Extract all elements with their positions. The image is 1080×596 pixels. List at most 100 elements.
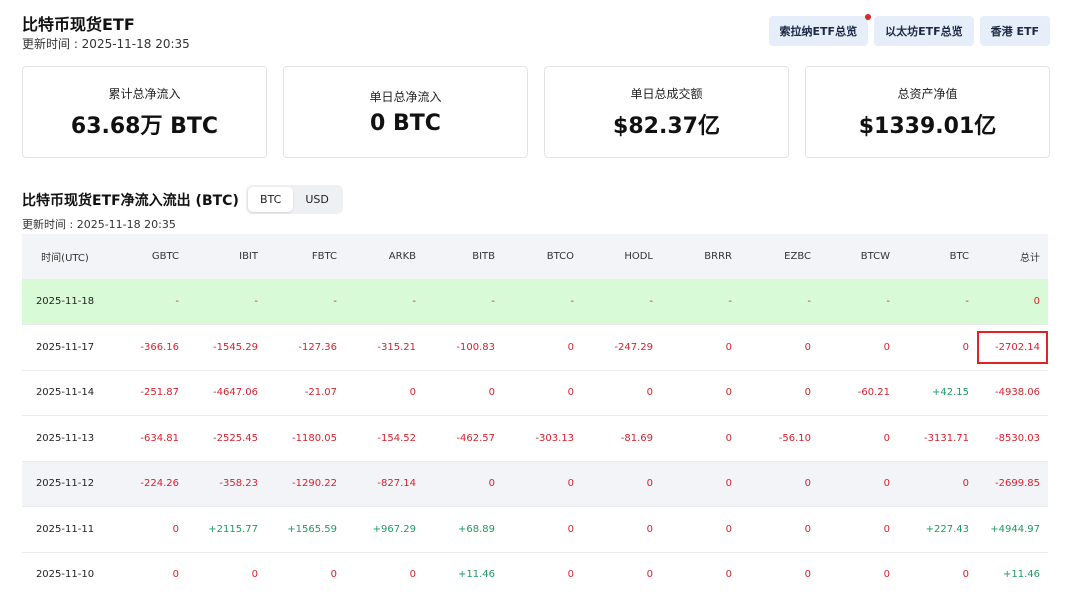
column-header: 总计 (977, 234, 1048, 279)
cell-value: +967.29 (372, 523, 416, 535)
cell-value: 2025-11-18 (35, 296, 95, 307)
cell-value: 2025-11-11 (35, 523, 95, 535)
flow-cell: -100.83 (424, 324, 503, 371)
etf-flows-table: 时间(UTC) GBTC IBIT FBTC ARKB BITB BTCO HODL BRRR E… (22, 234, 1048, 596)
cell-value: 0 (488, 387, 495, 399)
flow-cell: - (108, 279, 187, 325)
cell-value: 0 (567, 478, 574, 490)
highlighted-total-cell: -2702.14 (977, 330, 1048, 364)
stat-card-net-assets: 总资产净值 $1339.01亿 (805, 66, 1050, 158)
flow-cell: -1180.05 (266, 415, 345, 462)
flow-cell: 0 (187, 552, 266, 596)
flow-cell: 0 (582, 552, 661, 596)
unit-usd-button[interactable]: USD (305, 193, 329, 206)
page-title: 比特币现货ETF (22, 15, 135, 34)
cell-value: -1545.29 (213, 341, 258, 353)
flow-cell: 0 (661, 324, 740, 371)
eth-etf-label: 以太坊ETF总览 (885, 25, 963, 38)
cell-value: 2025-11-10 (35, 569, 95, 581)
flow-cell: - (187, 279, 266, 325)
cell-value: -251.87 (140, 387, 179, 399)
cell-value: -462.57 (456, 432, 495, 444)
cell-value: 0 (962, 478, 969, 490)
cell-value: 2025-11-17 (35, 341, 95, 353)
flow-cell: -2702.14 (977, 324, 1048, 371)
cell-value: -247.29 (614, 341, 653, 353)
flow-cell: 0 (266, 552, 345, 596)
cell-value: -60.21 (857, 387, 890, 399)
cell-value: -81.69 (620, 432, 653, 444)
flow-cell: 0 (345, 370, 424, 416)
stat-value: $1339.01亿 (858, 113, 997, 139)
table-row: 2025-11-14 -251.87 -4647.06 -21.07 0 0 0 0 0 0 -60… (22, 370, 1048, 416)
stat-label: 单日总成交额 (630, 86, 703, 101)
cell-value: -366.16 (140, 341, 179, 353)
date-cell: 2025-11-12 (22, 461, 108, 507)
notification-dot-icon (865, 14, 872, 20)
cell-value: 0 (883, 341, 890, 353)
flow-cell: 0 (108, 506, 187, 553)
cell-value: 0 (567, 341, 574, 353)
column-header: IBIT (187, 234, 266, 279)
cell-value: -827.14 (377, 478, 416, 490)
flow-cell: -4647.06 (187, 370, 266, 416)
flow-cell: 0 (661, 370, 740, 416)
flow-cell: 0 (661, 506, 740, 553)
cell-value: 0 (172, 569, 179, 581)
cell-value: 2025-11-14 (35, 387, 95, 399)
flows-update-time: 更新时间 : 2025-11-18 20:35 (22, 218, 176, 231)
table-row: 2025-11-10 0 0 0 0 +11.46 0 0 0 0 0 0 +11.46 (22, 552, 1048, 596)
table-header-row: 时间(UTC) GBTC IBIT FBTC ARKB BITB BTCO HODL BRRR E… (22, 234, 1048, 279)
column-header: BITB (424, 234, 503, 279)
stat-card-cumulative-inflow: 累计总净流入 63.68万 BTC (22, 66, 267, 158)
cell-value: -224.26 (140, 478, 179, 490)
cell-value: +11.46 (1002, 569, 1040, 581)
cell-value: +1565.59 (287, 523, 337, 535)
sol-etf-button[interactable]: 索拉纳ETF总览 (768, 14, 872, 46)
column-header: HODL (582, 234, 661, 279)
date-cell: 2025-11-17 (22, 324, 108, 371)
table-row: 2025-11-17 -366.16 -1545.29 -127.36 -315.21 -… (22, 324, 1048, 371)
flow-cell: +11.46 (977, 552, 1048, 596)
cell-value: 0 (646, 478, 653, 490)
flow-cell: -462.57 (424, 415, 503, 462)
cell-value: - (728, 296, 732, 307)
cell-value: 0 (883, 569, 890, 581)
unit-btc-button[interactable]: BTC (248, 187, 294, 212)
flow-cell: - (266, 279, 345, 325)
sol-etf-label: 索拉纳ETF总览 (779, 25, 858, 38)
column-header: EZBC (740, 234, 819, 279)
cell-value: -4647.06 (213, 387, 258, 399)
flow-cell: 0 (740, 324, 819, 371)
column-header: BTCW (819, 234, 898, 279)
cell-value: 0 (804, 341, 811, 353)
table-row: 2025-11-11 0 +2115.77 +1565.59 +967.29 +68.89… (22, 506, 1048, 553)
stat-card-daily-volume: 单日总成交额 $82.37亿 (544, 66, 789, 158)
cell-value: -1290.22 (292, 478, 337, 490)
flow-cell: 0 (424, 370, 503, 416)
flow-cell: +42.15 (898, 370, 977, 416)
flow-cell: - (898, 279, 977, 325)
flow-cell: -634.81 (108, 415, 187, 462)
flow-cell: -4938.06 (977, 370, 1048, 416)
flow-cell: 0 (582, 370, 661, 416)
flow-cell: -1545.29 (187, 324, 266, 371)
eth-etf-button[interactable]: 以太坊ETF总览 (874, 16, 974, 46)
cell-value: +4944.97 (990, 523, 1040, 535)
flow-cell: - (345, 279, 424, 325)
flow-cell: -127.36 (266, 324, 345, 371)
flow-cell: 0 (582, 461, 661, 507)
flow-cell: 0 (819, 324, 898, 371)
flow-cell: 0 (898, 324, 977, 371)
cell-value: 0 (804, 387, 811, 399)
flow-cell: -251.87 (108, 370, 187, 416)
cell-value: 0 (567, 523, 574, 535)
date-cell: 2025-11-10 (22, 552, 108, 596)
hk-etf-button[interactable]: 香港 ETF (979, 16, 1050, 46)
flow-cell: - (661, 279, 740, 325)
cell-value: 0 (804, 478, 811, 490)
cell-value: 0 (804, 569, 811, 581)
column-header: ARKB (345, 234, 424, 279)
flow-cell: 0 (503, 324, 582, 371)
cell-value: 0 (883, 432, 890, 444)
